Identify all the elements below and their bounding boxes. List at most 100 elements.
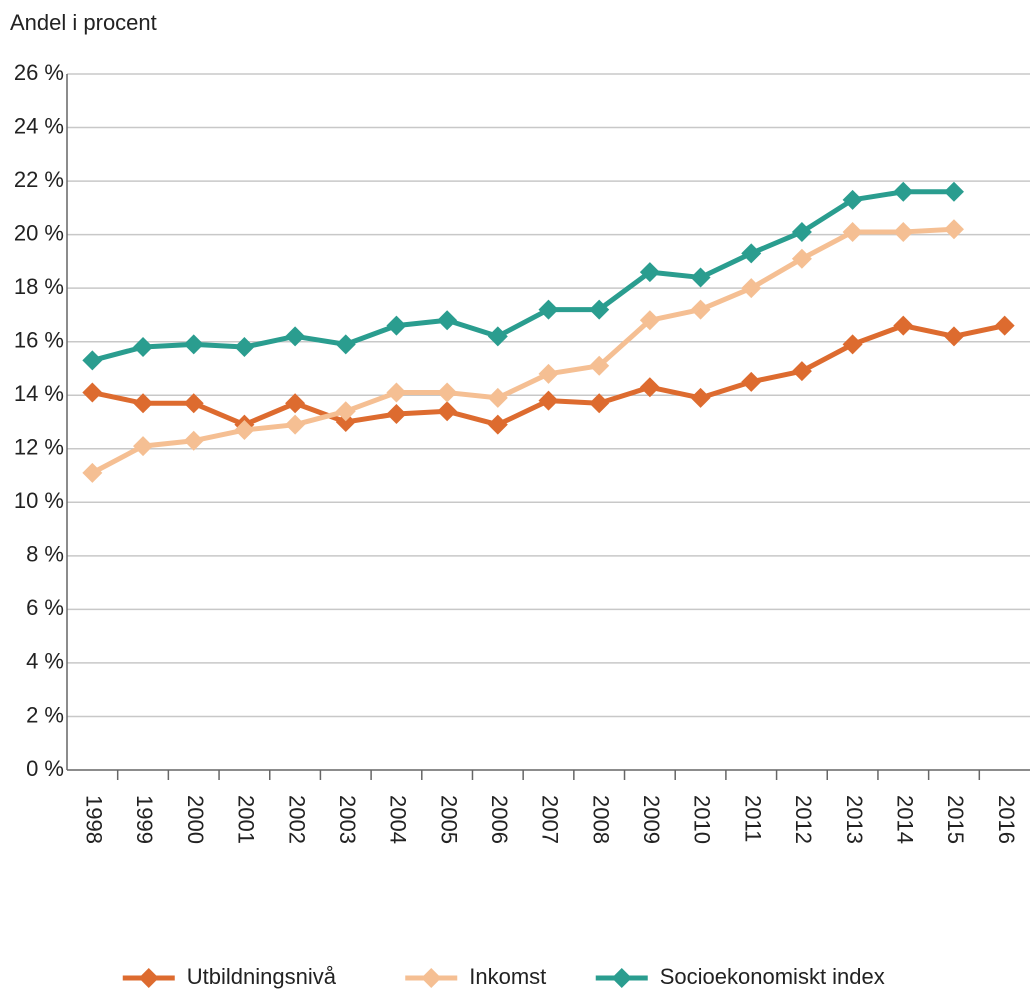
x-tick-label: 2002 [284,795,309,844]
data-point [285,414,306,435]
data-point [690,387,711,408]
legend-label: Inkomst [469,964,546,989]
y-tick-label: 8 % [26,542,64,567]
data-point [538,363,559,384]
x-tick-label: 2006 [487,795,512,844]
data-point [386,403,407,424]
data-point [335,334,356,355]
x-tick-label: 2010 [690,795,715,844]
data-point [943,219,964,240]
legend-item: Utbildningsnivå [122,964,337,989]
y-tick-label: 22 % [14,167,64,192]
data-point [690,299,711,320]
data-point [943,181,964,202]
x-tick-label: 2005 [436,795,461,844]
legend-label: Socioekonomiskt index [660,964,885,989]
series-line [91,226,955,476]
data-point [639,262,660,283]
y-tick-label: 16 % [14,328,64,353]
x-tick-label: 2015 [943,795,968,844]
data-point [335,401,356,422]
data-point [994,315,1015,336]
data-point [842,221,863,242]
data-point [437,382,458,403]
x-tick-label: 2014 [892,795,917,844]
legend-marker [421,968,442,988]
data-point [690,267,711,288]
data-point [589,355,610,376]
x-tick-label: 2013 [842,795,867,844]
data-point [82,462,103,483]
y-tick-label: 0 % [26,756,64,781]
data-point [791,248,812,269]
y-tick-label: 20 % [14,220,64,245]
x-tick-label: 2012 [791,795,816,844]
data-point [183,393,204,414]
data-point [133,436,154,457]
y-tick-label: 10 % [14,488,64,513]
y-tick-label: 6 % [26,595,64,620]
x-tick-label: 2004 [386,795,411,844]
data-point [285,393,306,414]
data-point [741,278,762,299]
x-tick-label: 2009 [639,795,664,844]
data-point [487,326,508,347]
legend-marker [611,968,632,988]
x-tick-label: 2011 [740,795,765,842]
data-point [335,412,356,432]
data-point [538,299,559,320]
data-point [133,393,154,414]
data-point [893,181,914,202]
data-point [589,393,610,414]
x-tick-label: 2007 [538,795,563,844]
data-point [791,361,812,382]
data-point [589,299,610,320]
x-tick-label: 1998 [82,795,107,844]
data-point [741,243,762,264]
data-point [183,334,204,355]
data-point [82,382,103,403]
data-point [234,420,255,441]
series-line [91,189,954,363]
data-point [893,221,914,242]
legend-item: Inkomst [405,964,546,989]
y-tick-label: 4 % [26,649,64,674]
data-point [842,189,863,210]
y-tick-label: 2 % [26,702,64,727]
data-point [82,350,103,371]
y-tick-label: 12 % [14,435,64,460]
x-tick-label: 2003 [335,795,360,844]
data-point [437,310,458,331]
legend-marker [138,968,159,988]
data-point [842,334,863,355]
data-point [893,315,914,336]
data-point [639,377,660,398]
data-point [183,430,204,451]
legend-label: Utbildningsnivå [187,964,337,989]
data-point [234,337,255,358]
y-tick-label: 24 % [14,113,64,138]
x-tick-label: 2001 [234,795,259,844]
data-point [791,221,812,242]
data-point [538,390,559,411]
x-tick-label: 1999 [132,795,157,844]
legend-item: Socioekonomiskt index [595,964,885,989]
data-point [487,387,508,408]
x-tick-label: 2008 [588,795,613,844]
data-point [437,401,458,422]
data-point [741,371,762,392]
x-tick-label: 2016 [994,795,1019,844]
y-tick-label: 26 % [14,60,64,85]
data-point [285,326,306,347]
data-point [386,382,407,403]
data-point [133,337,154,358]
data-point [386,315,407,336]
y-axis-label: Andel i procent [10,10,157,35]
data-point [943,326,964,347]
x-tick-label: 2000 [183,795,208,844]
data-point [639,310,660,331]
data-point [487,414,508,435]
y-tick-label: 18 % [14,274,64,299]
y-tick-label: 14 % [14,381,64,406]
